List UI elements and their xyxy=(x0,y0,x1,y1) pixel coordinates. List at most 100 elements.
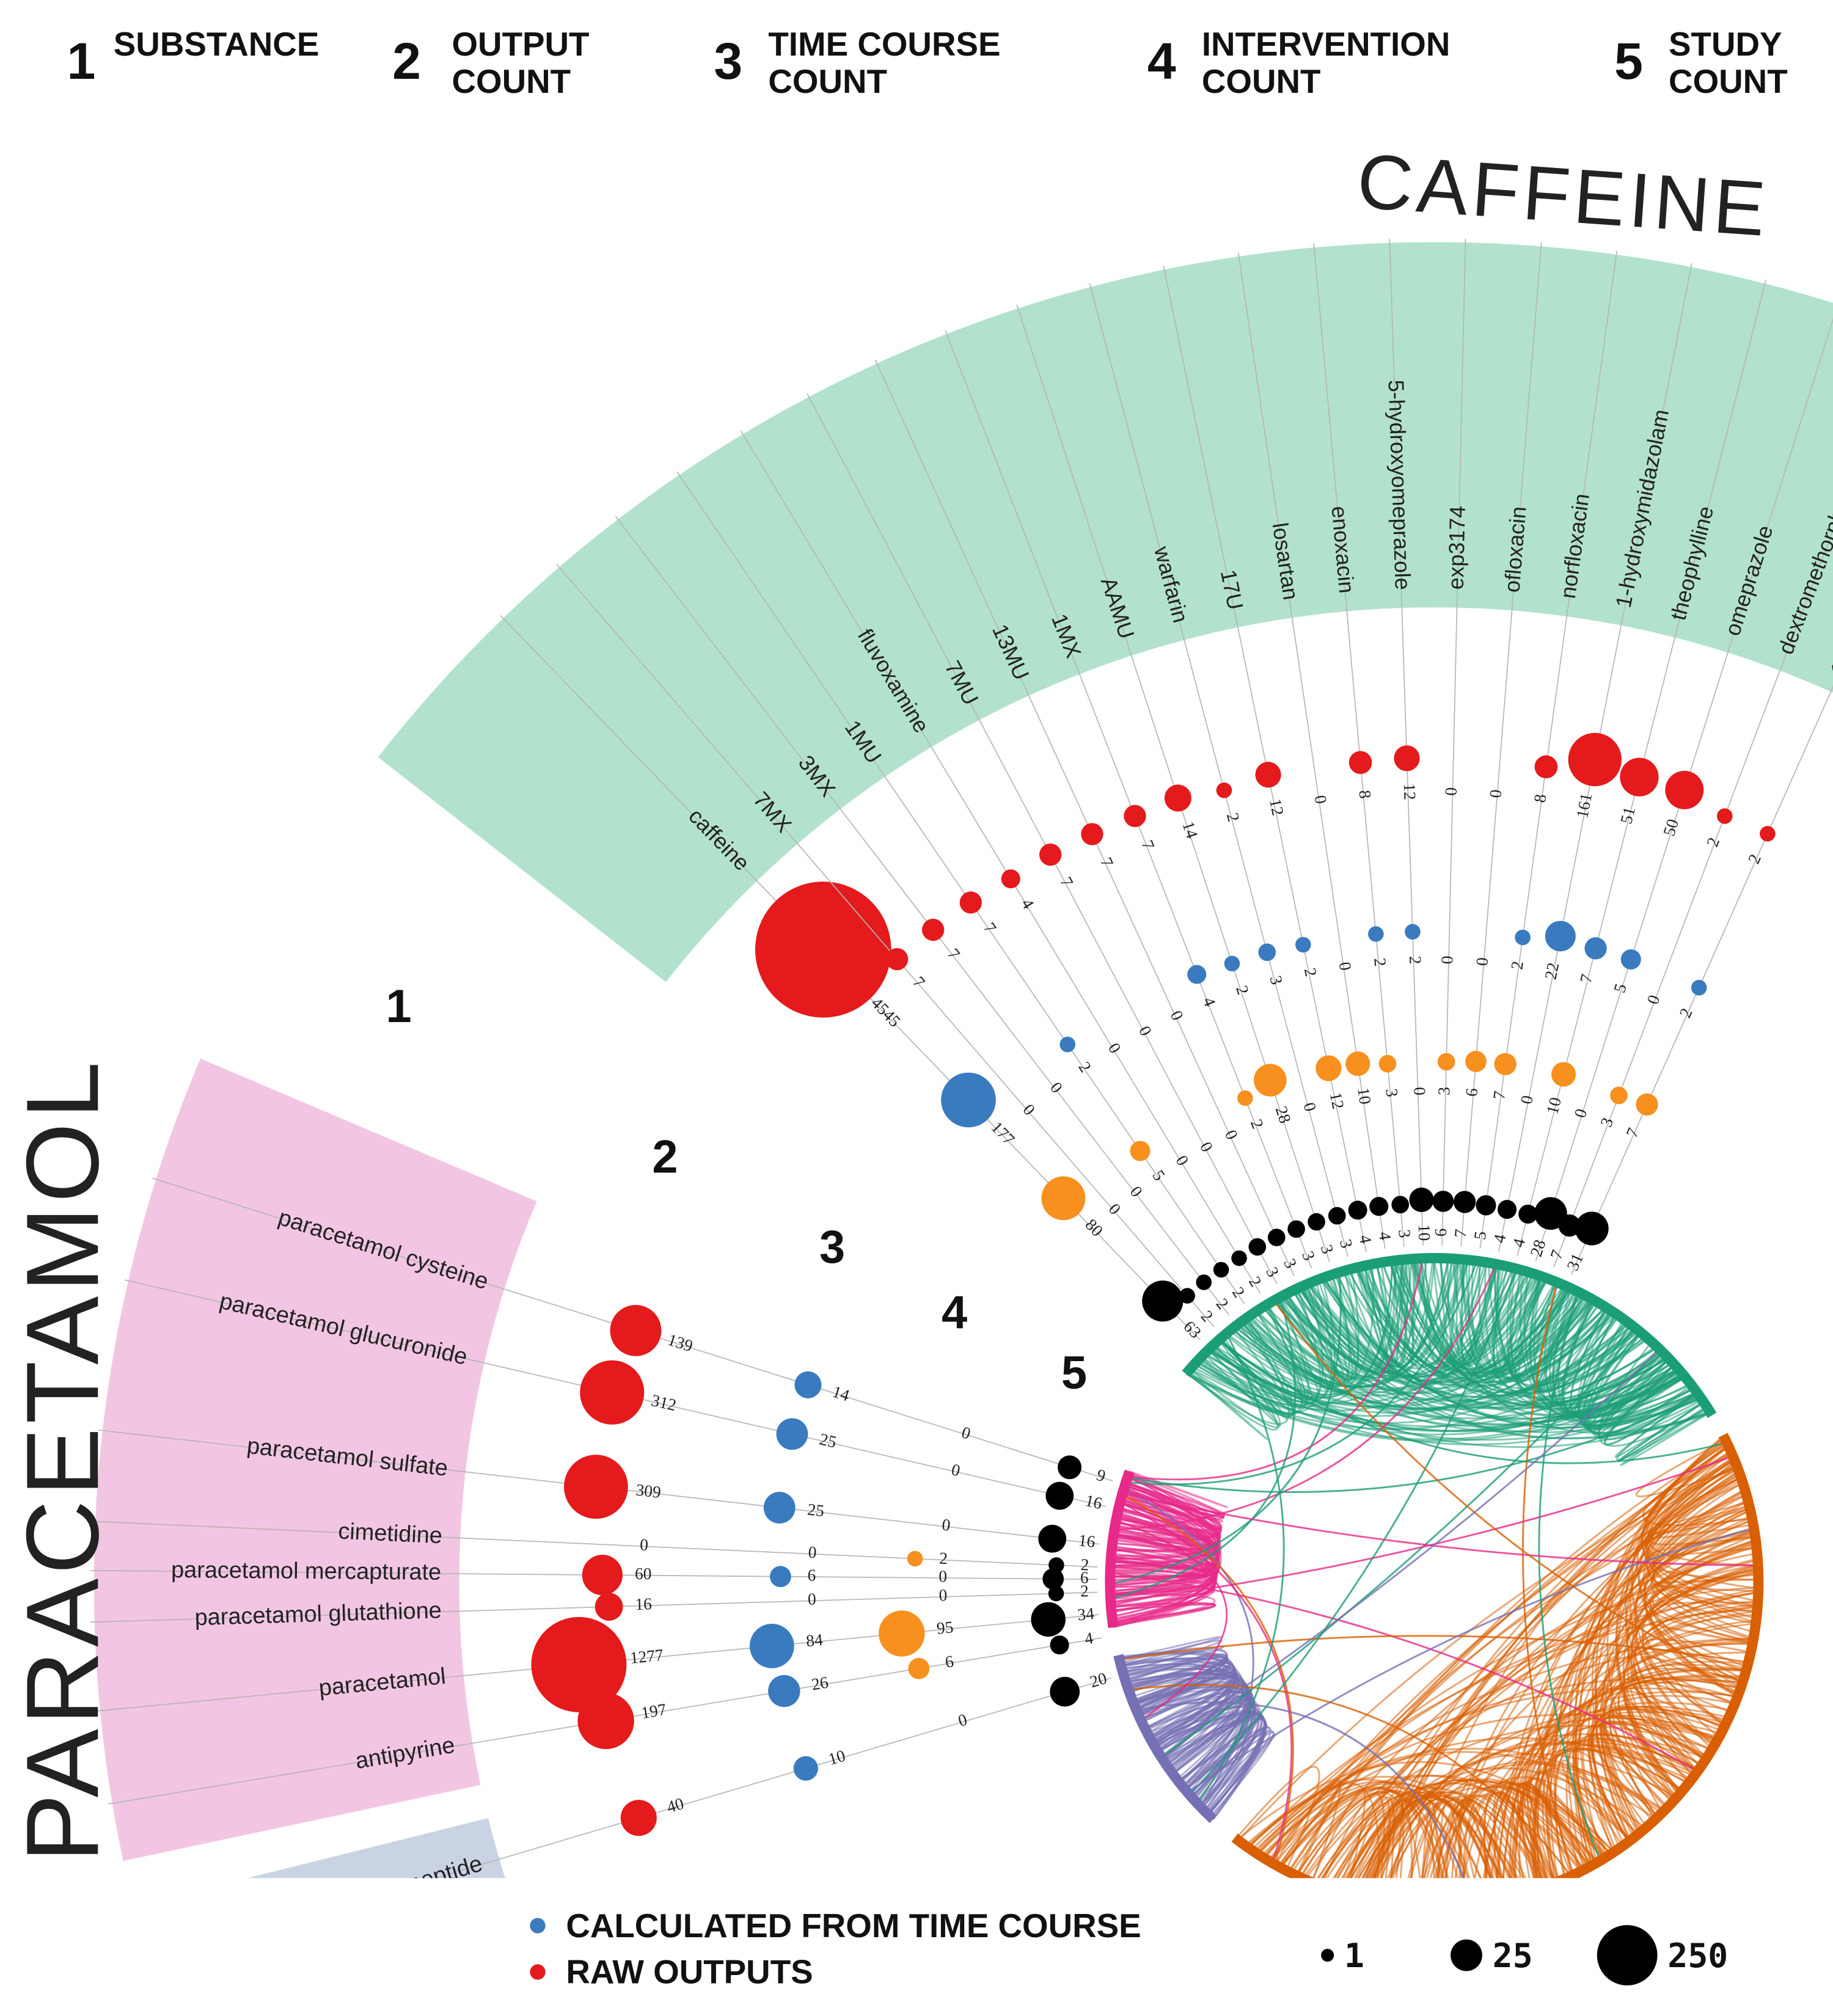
count-dot xyxy=(1041,1176,1086,1221)
count-dot xyxy=(1465,1051,1487,1072)
chord xyxy=(1126,1664,1234,1738)
count-dot xyxy=(1039,843,1062,866)
count-dot xyxy=(1308,1213,1325,1231)
count-dot xyxy=(1345,1051,1370,1076)
count-label: 1277 xyxy=(629,1646,664,1667)
chord xyxy=(1371,1464,1737,1879)
count-label: 7 xyxy=(1056,874,1077,889)
header-step: 4 INTERVENTION COUNT xyxy=(1147,26,1450,101)
count-label: 0 xyxy=(1105,1040,1125,1056)
chord xyxy=(1111,1603,1217,1623)
count-label: 5 xyxy=(1149,1167,1168,1184)
chord xyxy=(1592,1591,1758,1849)
count-label: 0 xyxy=(1105,1200,1125,1218)
count-label: 2 xyxy=(1406,955,1424,965)
chord xyxy=(1602,1528,1755,1834)
count-dot xyxy=(1031,1602,1066,1637)
count-dot xyxy=(1636,1093,1658,1116)
chord xyxy=(1545,1734,1703,1879)
count-dot xyxy=(1179,1288,1195,1304)
chord xyxy=(1574,1320,1662,1417)
count-label: 0 xyxy=(1135,1023,1155,1039)
count-dot xyxy=(907,1550,923,1567)
count-dot xyxy=(577,1692,634,1750)
chord xyxy=(1177,1717,1262,1783)
chord xyxy=(1625,1470,1740,1772)
count-dot xyxy=(1453,1191,1476,1213)
count-label: 12 xyxy=(1326,1090,1348,1111)
count-label: 10 xyxy=(1543,1095,1565,1116)
count-dot xyxy=(1224,955,1240,972)
spoke xyxy=(1016,304,1330,1262)
chord xyxy=(1334,1475,1741,1879)
chord xyxy=(1163,1715,1264,1803)
size-legend-dot xyxy=(1321,1949,1334,1962)
count-dot xyxy=(776,1418,808,1450)
count-dot xyxy=(1164,784,1191,812)
chord xyxy=(1185,1725,1268,1797)
count-dot xyxy=(959,891,982,914)
chord xyxy=(1113,1481,1221,1540)
spoke xyxy=(676,471,1245,1304)
chord xyxy=(1110,1272,1342,1585)
chord xyxy=(1114,1263,1497,1531)
count-label: 34 xyxy=(1077,1604,1095,1624)
count-label: 2 xyxy=(1198,1307,1217,1326)
count-label: 3 xyxy=(1280,1256,1300,1271)
chord xyxy=(1116,1519,1228,1722)
count-dot xyxy=(1545,921,1576,952)
spoke xyxy=(1553,529,1833,1268)
chord xyxy=(1545,1285,1664,1408)
chord xyxy=(1336,1258,1436,1368)
chord xyxy=(1392,1260,1647,1395)
count-dot xyxy=(1568,732,1622,787)
count-dot xyxy=(768,1675,800,1707)
chord xyxy=(1122,1492,1758,1566)
count-dot xyxy=(1187,965,1207,984)
legend: CALCULATED FROM TIME COURSE RAW OUTPUTS … xyxy=(530,1907,1728,1991)
count-label: 4 xyxy=(1490,1233,1509,1244)
chord xyxy=(1536,1566,1758,1879)
count-label: 7 xyxy=(1451,1229,1470,1238)
chord xyxy=(1600,1660,1748,1835)
count-dot xyxy=(1081,823,1103,845)
count-dot xyxy=(1348,751,1372,775)
chord xyxy=(1155,1349,1661,1748)
count-dot xyxy=(1348,1200,1367,1220)
count-label: 4 xyxy=(1083,1629,1095,1648)
count-dot xyxy=(1315,1055,1342,1081)
count-dot xyxy=(1368,926,1384,942)
chord xyxy=(1121,1663,1255,1809)
chord xyxy=(1209,1348,1697,1441)
count-label: 51 xyxy=(1617,805,1639,826)
ring-number: 4 xyxy=(942,1287,967,1339)
count-label: 0 xyxy=(1410,1087,1429,1096)
chord xyxy=(1341,1753,1678,1879)
step-number: 1 xyxy=(67,34,96,90)
chord xyxy=(1538,1291,1601,1861)
count-label: 4 xyxy=(1356,1233,1375,1246)
count-dot xyxy=(1050,1676,1080,1707)
count-label: 84 xyxy=(805,1631,824,1651)
count-dot xyxy=(1394,745,1420,772)
count-label: 0 xyxy=(1473,957,1491,966)
count-dot xyxy=(1254,1064,1287,1097)
chord xyxy=(1635,1439,1738,1497)
count-label: 0 xyxy=(1196,1139,1217,1155)
count-label: 0 xyxy=(640,1535,649,1554)
header-step: 3 TIME COURSE COUNT xyxy=(714,26,1000,101)
plot-area: caffeine454517780637MX70023MX70021MU7252… xyxy=(90,238,1833,1879)
chord xyxy=(1549,1490,1746,1879)
spoke xyxy=(615,516,1230,1316)
count-label: 8 xyxy=(1531,793,1550,804)
count-label: 95 xyxy=(936,1618,954,1637)
count-dot xyxy=(1409,1187,1434,1213)
count-label: 2 xyxy=(1301,966,1320,978)
chord xyxy=(1412,1258,1642,1392)
count-dot xyxy=(908,1657,930,1679)
count-label: 4 xyxy=(1509,1236,1529,1249)
header-step: 2 OUTPUT COUNT xyxy=(392,26,589,101)
count-label: 50 xyxy=(1659,817,1682,838)
chord xyxy=(1295,1258,1449,1375)
ring-number: 1 xyxy=(386,981,412,1032)
